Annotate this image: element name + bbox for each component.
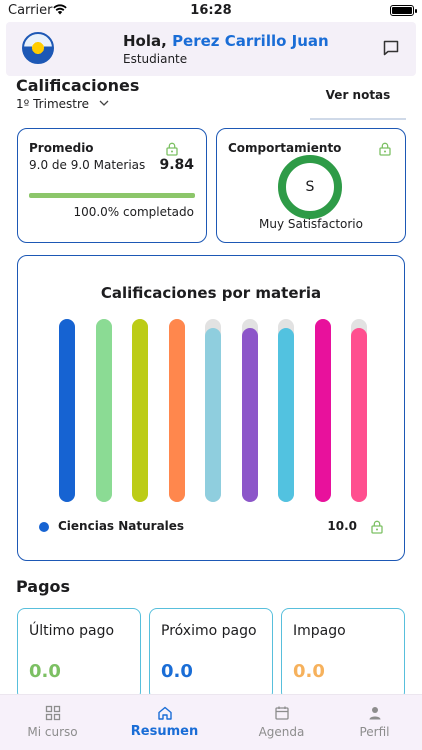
legend-color-dot xyxy=(39,522,49,532)
unpaid-card[interactable]: Impago 0.0 xyxy=(281,608,405,700)
home-icon xyxy=(112,705,217,721)
status-bar: Carrier 16:28 xyxy=(0,0,422,22)
last-payment-card[interactable]: Último pago 0.0 xyxy=(17,608,141,700)
tab-label: Mi curso xyxy=(27,725,78,739)
greeting: Hola, Perez Carrillo Juan xyxy=(123,32,329,50)
behavior-card[interactable]: Comportamiento S Muy Satisfactorio xyxy=(216,128,406,243)
payment-amount: 0.0 xyxy=(29,661,61,682)
student-name: Perez Carrillo Juan xyxy=(172,32,329,50)
average-title: Promedio xyxy=(29,141,94,155)
term-label: 1º Trimestre xyxy=(16,97,90,111)
greeting-text: Hola, xyxy=(123,32,167,50)
person-icon xyxy=(322,705,422,721)
tab-agenda[interactable]: Agenda xyxy=(229,695,334,750)
tab-mi-curso[interactable]: Mi curso xyxy=(0,695,105,750)
behavior-title: Comportamiento xyxy=(228,141,342,155)
payments-title: Pagos xyxy=(16,577,71,596)
payment-label: Impago xyxy=(293,623,346,639)
chart-title: Calificaciones por materia xyxy=(100,284,322,302)
clock: 16:28 xyxy=(190,3,232,18)
grades-title: Calificaciones xyxy=(16,76,140,95)
grid-icon xyxy=(0,705,105,721)
chevron-down-icon xyxy=(99,95,109,109)
tab-perfil[interactable]: Perfil xyxy=(322,695,422,750)
average-subtitle: 9.0 de 9.0 Materias xyxy=(29,158,146,172)
chat-icon[interactable] xyxy=(382,39,400,61)
progress-bar xyxy=(29,193,195,198)
legend-label: Ciencias Naturales xyxy=(58,519,185,533)
battery-tip xyxy=(415,9,417,13)
term-selector[interactable]: 1º Trimestre xyxy=(16,97,109,111)
lock-icon xyxy=(371,519,383,538)
payment-amount: 0.0 xyxy=(161,661,193,682)
payment-label: Próximo pago xyxy=(161,623,257,639)
calendar-icon xyxy=(229,705,334,721)
progress-text: 100.0% completado xyxy=(73,205,194,219)
view-grades-button[interactable]: Ver notas xyxy=(310,80,406,120)
bar[interactable] xyxy=(278,328,294,502)
tab-label: Agenda xyxy=(258,725,305,739)
lock-icon xyxy=(379,141,391,160)
school-logo xyxy=(22,32,54,64)
grades-chart-card: Calificaciones por materia Ciencias Natu… xyxy=(17,255,405,561)
bar[interactable] xyxy=(132,319,148,502)
payment-amount: 0.0 xyxy=(293,661,325,682)
carrier-label: Carrier xyxy=(8,3,53,18)
app-header: Hola, Perez Carrillo Juan Estudiante xyxy=(6,22,416,76)
tab-resumen[interactable]: Resumen xyxy=(112,695,217,750)
tab-label: Resumen xyxy=(130,724,199,739)
legend-value: 10.0 xyxy=(327,519,357,533)
progress-fill xyxy=(29,193,195,198)
behavior-grade-ring: S xyxy=(278,155,342,219)
behavior-label: Muy Satisfactorio xyxy=(259,217,363,231)
lock-icon xyxy=(166,141,178,160)
wifi-icon xyxy=(52,3,68,19)
payment-label: Último pago xyxy=(29,623,115,639)
bar[interactable] xyxy=(59,319,75,502)
bar[interactable] xyxy=(351,328,367,502)
bar[interactable] xyxy=(241,328,258,502)
average-value: 9.84 xyxy=(159,157,194,173)
battery-icon xyxy=(390,5,414,16)
bar[interactable] xyxy=(314,319,331,502)
bar[interactable] xyxy=(205,328,221,502)
next-payment-card[interactable]: Próximo pago 0.0 xyxy=(149,608,273,700)
bar-chart xyxy=(18,256,406,566)
tab-bar: Mi curso Resumen Agenda Perfil xyxy=(0,694,422,750)
bar[interactable] xyxy=(168,319,185,502)
average-card[interactable]: Promedio 9.0 de 9.0 Materias 9.84 100.0%… xyxy=(17,128,207,243)
tab-label: Perfil xyxy=(359,725,390,739)
user-role: Estudiante xyxy=(123,52,188,66)
bar[interactable] xyxy=(95,319,112,502)
